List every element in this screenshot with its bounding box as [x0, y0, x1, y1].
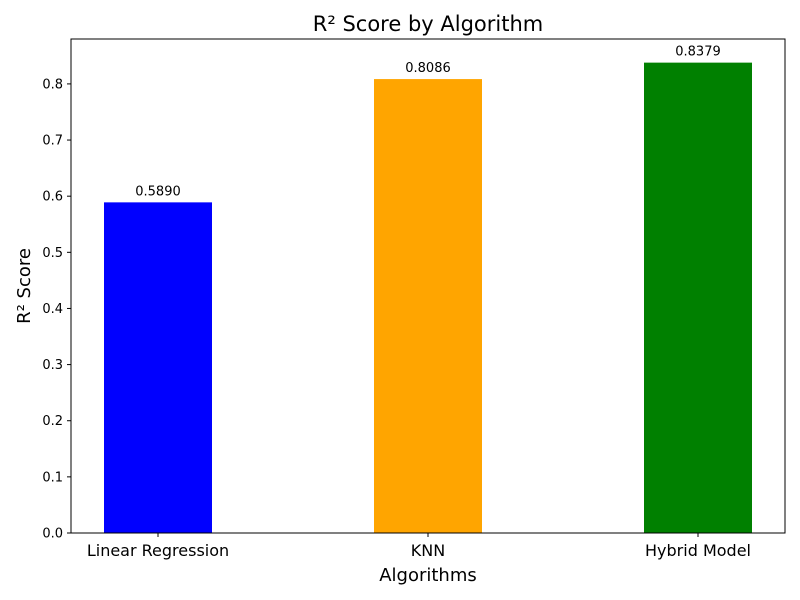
x-axis-title: Algorithms [379, 565, 477, 586]
y-tick-label: 0.0 [42, 527, 63, 542]
x-tick-label: Hybrid Model [645, 541, 751, 560]
data-label: 0.5890 [135, 184, 181, 199]
y-tick-label: 0.1 [42, 470, 63, 485]
data-label: 0.8086 [405, 61, 451, 76]
y-tick-label: 0.2 [42, 414, 63, 429]
data-label: 0.8379 [675, 45, 721, 60]
y-tick-label: 0.6 [42, 190, 63, 205]
y-tick-label: 0.7 [42, 134, 63, 149]
bar [374, 79, 482, 533]
y-tick-label: 0.4 [42, 302, 63, 317]
bar [104, 202, 212, 533]
chart-title: R² Score by Algorithm [313, 12, 543, 36]
x-tick-label: KNN [411, 541, 445, 560]
plot-area: 0.5890 0.8086 0.8379 0.0 0.1 0.2 0.3 0.4 0.5 0.6 0… [42, 38, 786, 560]
y-tick-label: 0.8 [42, 77, 63, 92]
y-tick-label: 0.5 [42, 246, 63, 261]
y-axis-title: R² Score [14, 248, 35, 324]
x-tick-label: Linear Regression [87, 541, 229, 560]
bar [644, 62, 752, 533]
y-tick-label: 0.3 [42, 358, 63, 373]
